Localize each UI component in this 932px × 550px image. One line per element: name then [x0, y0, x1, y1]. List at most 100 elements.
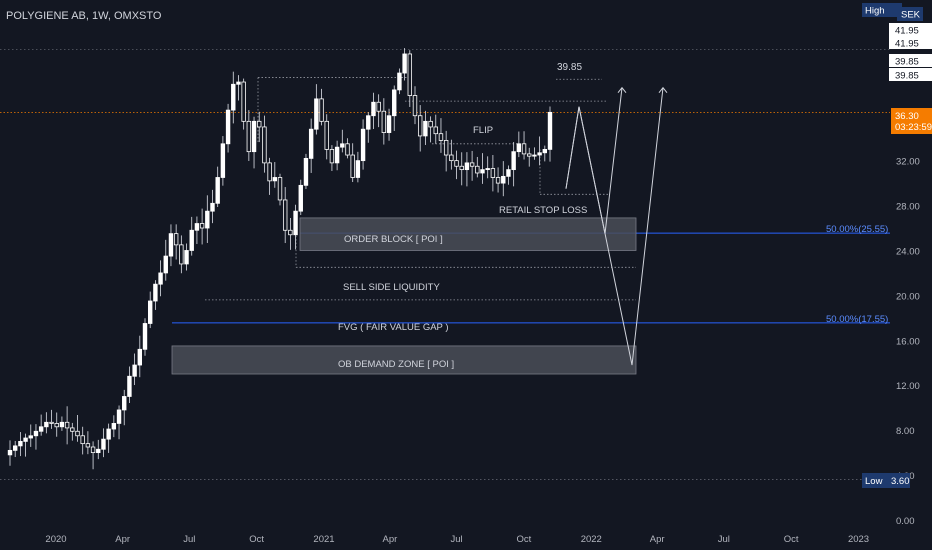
candle-body	[495, 177, 501, 184]
countdown-value: 03:23:59	[895, 122, 932, 133]
price-tick-label: 16.00	[896, 336, 920, 347]
candle-body	[246, 120, 252, 153]
candle-body	[392, 89, 397, 117]
candle-body	[319, 98, 324, 122]
candle-body	[402, 53, 407, 74]
candle-body	[547, 111, 553, 150]
candle-body	[475, 165, 480, 174]
candle-body	[298, 184, 303, 212]
time-tick-label: Oct	[784, 534, 799, 545]
candle-body	[490, 168, 496, 178]
low-badge: Low 3.60	[862, 473, 910, 488]
candle-body	[111, 423, 117, 430]
time-tick-label: Jul	[450, 534, 462, 545]
level-label-bg	[889, 36, 932, 49]
candle-body	[288, 229, 293, 236]
candle-body	[85, 443, 91, 448]
price-tick-label: 24.00	[896, 246, 920, 257]
candle-body	[381, 110, 387, 133]
time-tick-label: Apr	[115, 534, 130, 545]
candle-body	[397, 72, 402, 91]
candle-body	[215, 177, 220, 204]
candle-body	[116, 409, 122, 424]
candle-body	[527, 153, 532, 157]
candle-body	[423, 120, 428, 137]
candle-body	[153, 283, 158, 302]
symbol-title: POLYGIENE AB, 1W, OMXSTO	[6, 10, 162, 22]
candle-body	[241, 81, 246, 122]
candle-body	[469, 162, 475, 167]
fvg-label: FVG ( FAIR VALUE GAP )	[338, 322, 449, 333]
price-tick-label: 0.00	[896, 516, 915, 527]
candle-body	[459, 165, 464, 171]
candle-body	[142, 323, 148, 350]
low-badge-value: 3.60	[891, 476, 910, 487]
candle-body	[438, 133, 444, 141]
candle-body	[360, 128, 366, 162]
candle-body	[59, 421, 65, 428]
candle-body	[101, 438, 106, 450]
candle-body	[308, 128, 314, 159]
candle-body	[386, 115, 392, 133]
time-tick-label: Oct	[249, 534, 264, 545]
candle-body	[516, 143, 522, 153]
time-tick-label: 2021	[313, 534, 334, 545]
current-price-value: 36.30	[895, 111, 919, 122]
time-tick-label: 2022	[581, 534, 602, 545]
candle-body	[257, 120, 262, 128]
candle-body	[33, 430, 39, 437]
sell-side-liquidity-label: SELL SIDE LIQUIDITY	[343, 282, 440, 293]
ob-demand-zone-label: OB DEMAND ZONE [ POI ]	[338, 359, 454, 370]
time-tick-label: Oct	[517, 534, 532, 545]
candle-body	[96, 448, 101, 454]
level-label-bg	[889, 54, 932, 67]
level-label-bg	[889, 23, 932, 36]
candle-body	[267, 162, 272, 182]
candle-body	[80, 435, 85, 445]
time-tick-label: Jul	[718, 534, 730, 545]
candle-body	[345, 143, 350, 156]
candle-body	[106, 428, 111, 440]
candle-body	[355, 160, 361, 178]
price-tick-label: 32.00	[896, 157, 920, 168]
candle-body	[54, 423, 59, 428]
candle-body	[251, 120, 257, 153]
time-axis[interactable]: 2020 Apr Jul Oct 2021 Apr Jul Oct 2022 Apr Jul Oct 2…	[45, 534, 869, 545]
price-tick-label: 12.00	[896, 381, 920, 392]
candle-body	[137, 348, 143, 366]
level-label-text: 39.85	[895, 71, 919, 82]
flip-label: FLIP	[473, 125, 493, 136]
price-tick-label: 20.00	[896, 291, 920, 302]
currency-label: SEK	[901, 10, 921, 21]
level-label-text: 39.85	[895, 57, 919, 68]
candle-body	[262, 126, 267, 164]
candle-body	[521, 143, 527, 155]
candle-body	[122, 396, 127, 411]
candle-body	[184, 250, 189, 265]
ob-demand-zone	[171, 345, 637, 375]
candle-body	[158, 272, 163, 285]
price-tick-label: 28.00	[896, 202, 920, 213]
candle-body	[376, 101, 381, 112]
projection-path-2	[565, 87, 664, 366]
time-tick-label: 2020	[45, 534, 66, 545]
candle-body	[90, 446, 96, 454]
candle-body	[428, 120, 433, 128]
candle-body	[340, 143, 345, 148]
candle-body	[205, 210, 210, 229]
candle-body	[407, 53, 413, 96]
candle-body	[464, 162, 470, 171]
high-badge-label: High	[865, 6, 885, 17]
currency-badge[interactable]: SEK	[897, 7, 923, 21]
zones	[171, 217, 637, 375]
candle-body	[70, 427, 75, 432]
candle-body	[12, 445, 18, 451]
time-tick-label: Apr	[383, 534, 398, 545]
arrow-head	[658, 86, 668, 93]
candle-body	[334, 146, 340, 164]
target-label: 39.85	[557, 62, 582, 73]
level-labels: 41.95 41.95 39.85 39.85	[889, 23, 932, 82]
order-block-label: ORDER BLOCK [ POI ]	[344, 234, 443, 245]
candle-body	[314, 98, 319, 130]
